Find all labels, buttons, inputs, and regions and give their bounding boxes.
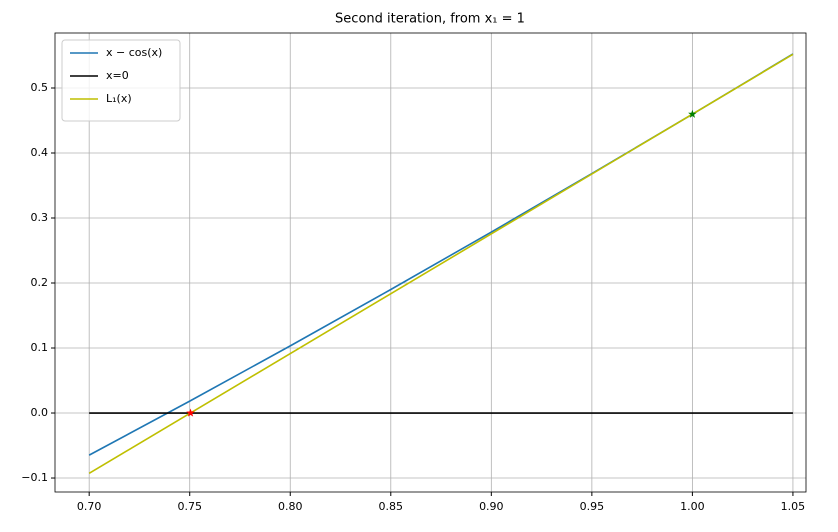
marker — [186, 408, 195, 417]
x-tick-label: 0.85 — [379, 500, 404, 513]
y-tick-label: 0.2 — [31, 276, 49, 289]
x-tick-label: 0.80 — [278, 500, 303, 513]
chart-title: Second iteration, from x₁ = 1 — [335, 12, 525, 27]
x-tick-label: 0.75 — [177, 500, 202, 513]
y-tick-label: 0.4 — [31, 146, 49, 159]
plot-frame — [54, 32, 807, 493]
x-tick-label: 1.05 — [781, 500, 806, 513]
y-tick-label: 0.1 — [31, 341, 49, 354]
y-tick-label: 0.5 — [31, 81, 49, 94]
legend-label: x=0 — [106, 69, 129, 82]
line — [88, 53, 794, 456]
legend-box — [61, 39, 181, 122]
marker — [688, 109, 697, 118]
y-tick-label: 0.0 — [31, 406, 49, 419]
legend-label: L₁(x) — [106, 92, 132, 105]
x-tick-label: 0.70 — [77, 500, 102, 513]
line — [88, 53, 794, 474]
y-tick-label: −0.1 — [21, 471, 48, 484]
legend-label: x − cos(x) — [106, 46, 162, 59]
x-tick-label: 1.00 — [680, 500, 705, 513]
y-tick-label: 0.3 — [31, 211, 49, 224]
x-tick-label: 0.90 — [479, 500, 504, 513]
x-tick-label: 0.95 — [580, 500, 605, 513]
